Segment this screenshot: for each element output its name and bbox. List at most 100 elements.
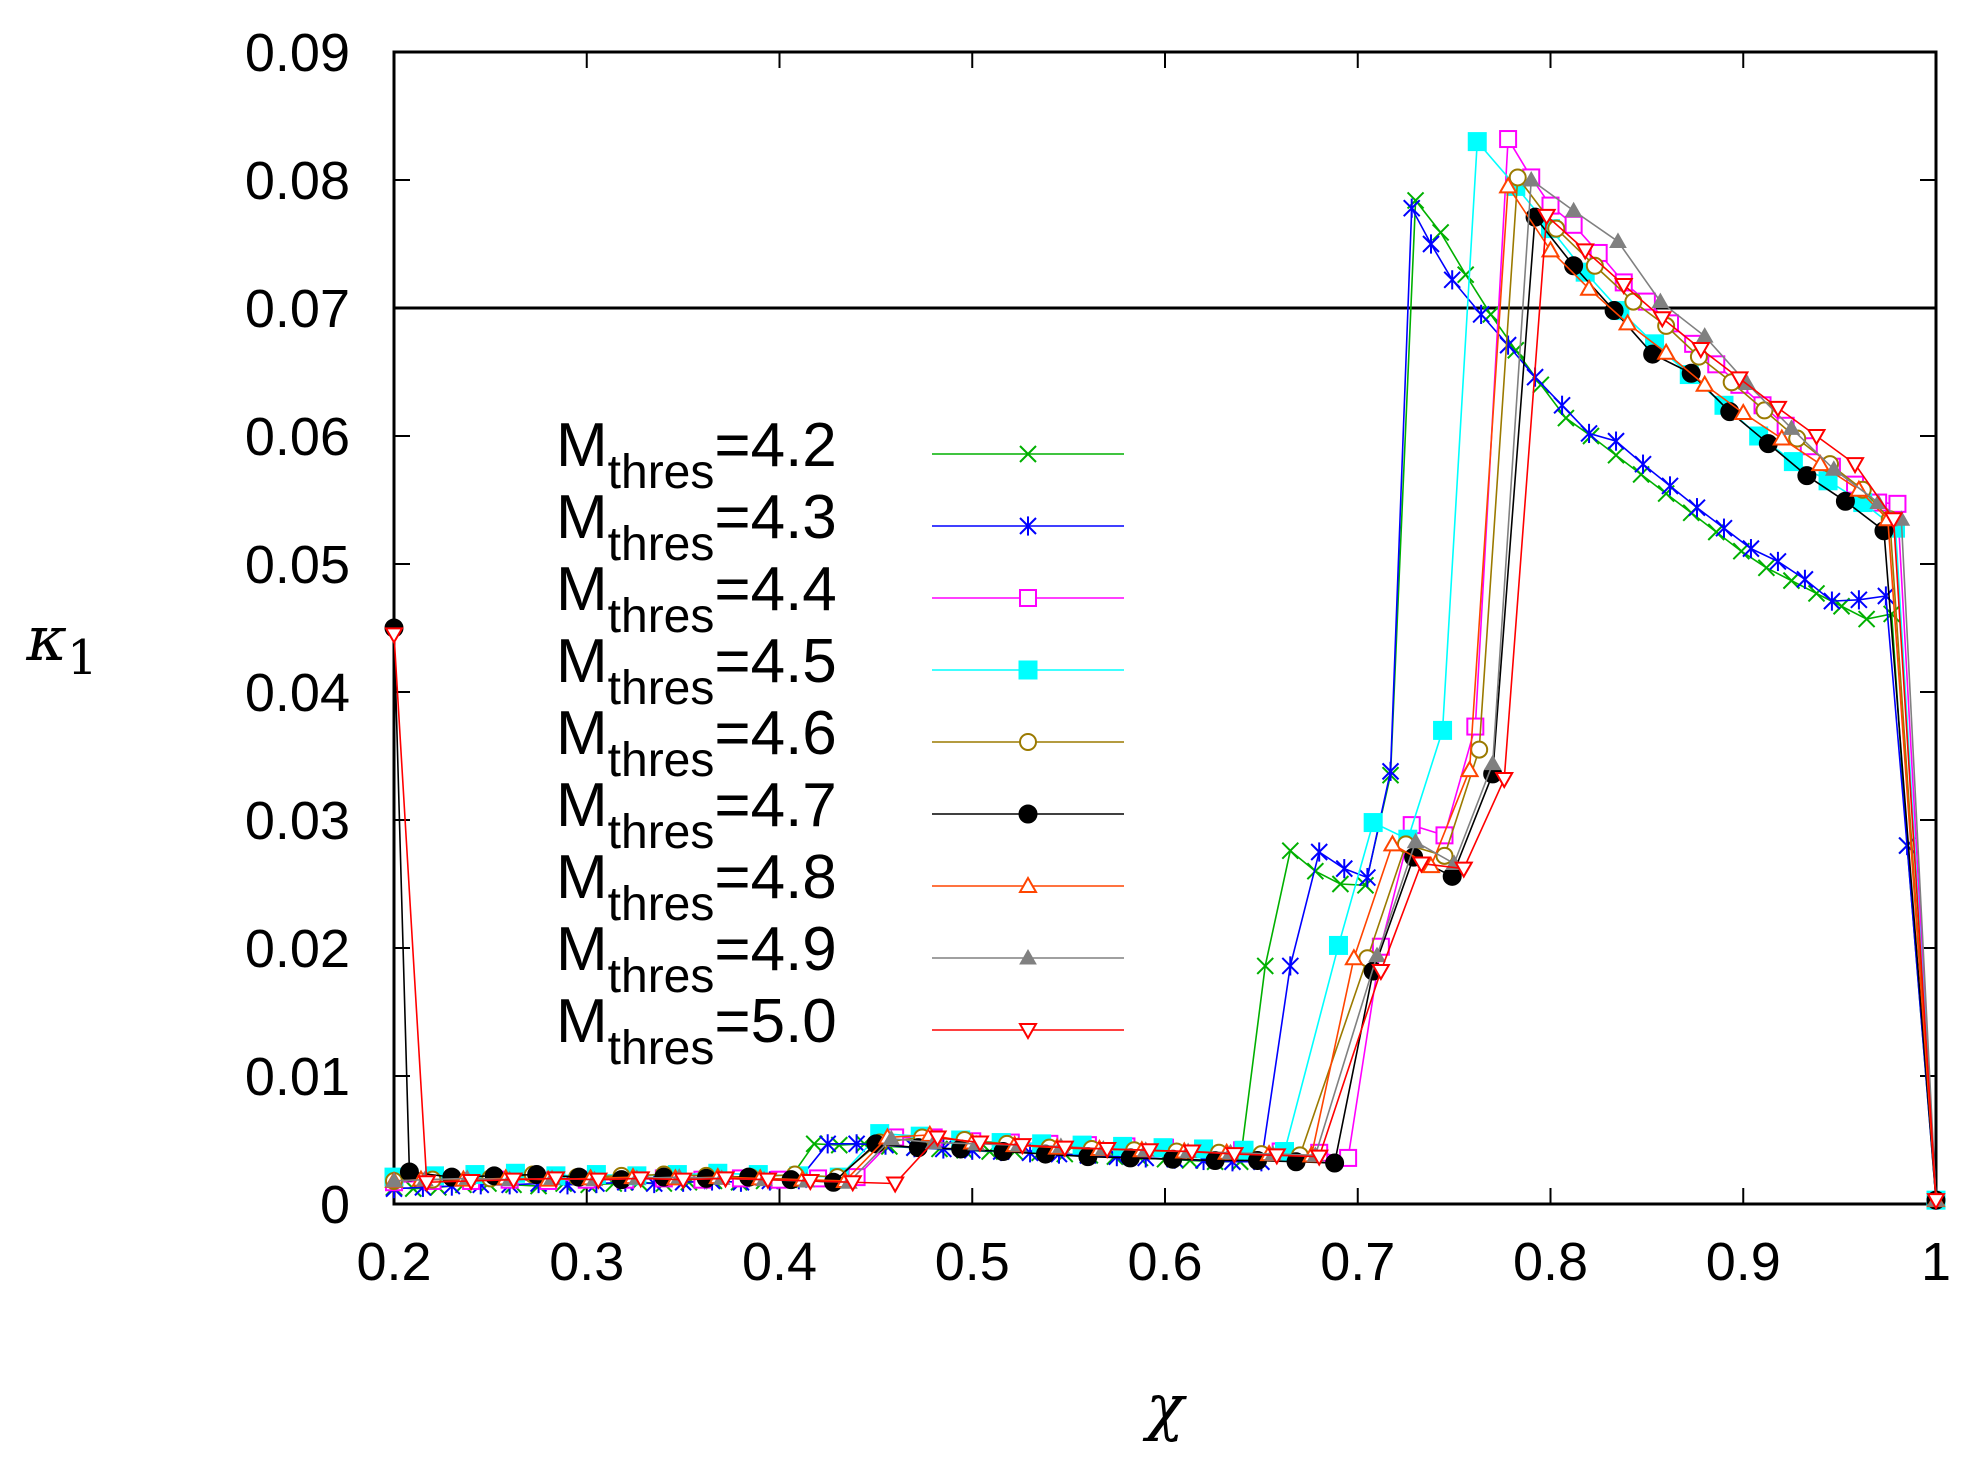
data-point [1652,311,1673,329]
data-point [805,1135,823,1153]
legend-marker [1019,589,1037,607]
data-point [1097,1141,1117,1159]
data-point [1403,198,1421,218]
data-point [1614,277,1634,295]
data-point [1456,266,1475,284]
x-tick-label: 0.2 [356,1232,431,1292]
legend-item: Mthres=4.7 [556,771,1124,859]
data-point [1331,875,1350,893]
data-point [1344,948,1364,966]
data-point [1733,402,1753,420]
legend-item: Mthres=4.9 [556,915,1124,1003]
x-tick-label: 0.6 [1127,1232,1202,1292]
y-tick-label: 0 [320,1175,350,1235]
data-point [1553,395,1571,415]
plot-area [384,50,1946,1211]
data-point [1810,454,1831,472]
data-point [1055,1140,1075,1158]
y-tick-label: 0.08 [245,151,350,211]
data-point [1738,374,1756,391]
data-point [1454,861,1474,879]
data-point [1607,446,1625,464]
data-point [1325,1153,1345,1173]
x-tick-label: 0.8 [1513,1232,1588,1292]
data-point [1522,170,1541,187]
data-point [1768,400,1788,418]
data-point [1755,401,1774,420]
series-layer [384,130,1946,1211]
data-point [1757,559,1776,577]
legend-item: Mthres=4.5 [556,627,1124,715]
y-tick-label: 0.02 [245,919,350,979]
data-point [1540,240,1561,258]
data-point [1580,423,1598,444]
legend-label: Mthres=4.3 [556,483,837,571]
data-point [1691,341,1711,359]
data-point [1499,335,1517,355]
data-point [1742,539,1760,559]
data-point [1507,341,1525,359]
data-point [1335,859,1353,879]
data-point [1431,223,1450,242]
legend: Mthres=4.2Mthres=4.3Mthres=4.4Mthres=4.5… [556,411,1124,1075]
data-point [1557,409,1575,427]
x-tick-label: 0.5 [935,1232,1010,1292]
data-point [1309,1149,1329,1167]
legend-item: Mthres=5.0 [556,987,1124,1075]
data-point [1607,431,1625,451]
data-point [630,1171,651,1189]
data-point [1575,243,1595,261]
data-point [1661,476,1679,496]
data-point [1139,1143,1160,1161]
data-point [882,1129,901,1146]
y-axis-title: κ1 [25,602,97,686]
x-tick-label: 1 [1921,1232,1951,1292]
data-point [1406,832,1425,849]
legend-label: Mthres=4.9 [556,915,837,1003]
data-point [1466,717,1485,736]
y-tick-label: 0.05 [245,535,350,595]
data-point [1824,460,1843,476]
data-point [1883,512,1904,530]
data-point [1306,862,1325,880]
data-point [1536,208,1557,226]
legend-item: Mthres=4.8 [556,843,1124,931]
legend-marker [1019,733,1037,751]
data-point [1368,946,1386,963]
legend-label: Mthres=5.0 [556,987,837,1075]
data-point [385,1171,403,1188]
data-point [1483,754,1502,771]
data-point [1783,452,1803,472]
data-point [1363,813,1383,833]
data-point [1850,590,1868,610]
legend-marker [1019,516,1037,536]
legend-item: Mthres=4.6 [556,699,1124,787]
data-point [1694,374,1715,392]
data-point [546,1171,566,1189]
x-tick-label: 0.3 [549,1232,624,1292]
legend-marker [1019,948,1037,965]
legend-item: Mthres=4.4 [556,555,1124,643]
legend-label: Mthres=4.4 [556,555,837,643]
data-point [1310,842,1328,862]
data-point [1564,215,1583,234]
data-point [1012,1138,1033,1156]
x-tick-label: 0.9 [1706,1232,1781,1292]
data-point [1807,584,1826,603]
legend-label: Mthres=4.2 [556,411,837,499]
data-point [1459,760,1480,778]
data-point [1797,466,1817,486]
data-point [1411,856,1432,874]
data-point [1609,232,1627,248]
x-tick-label: 0.7 [1320,1232,1395,1292]
y-axis-title-sub: 1 [67,630,98,686]
legend-item: Mthres=4.2 [556,411,1124,499]
data-point [461,1173,481,1191]
data-point [847,1134,866,1154]
data-point [1224,1147,1245,1165]
data-point [1328,935,1348,955]
legend-marker [1018,1023,1038,1041]
data-point [1926,1193,1946,1211]
data-point [1564,256,1584,276]
